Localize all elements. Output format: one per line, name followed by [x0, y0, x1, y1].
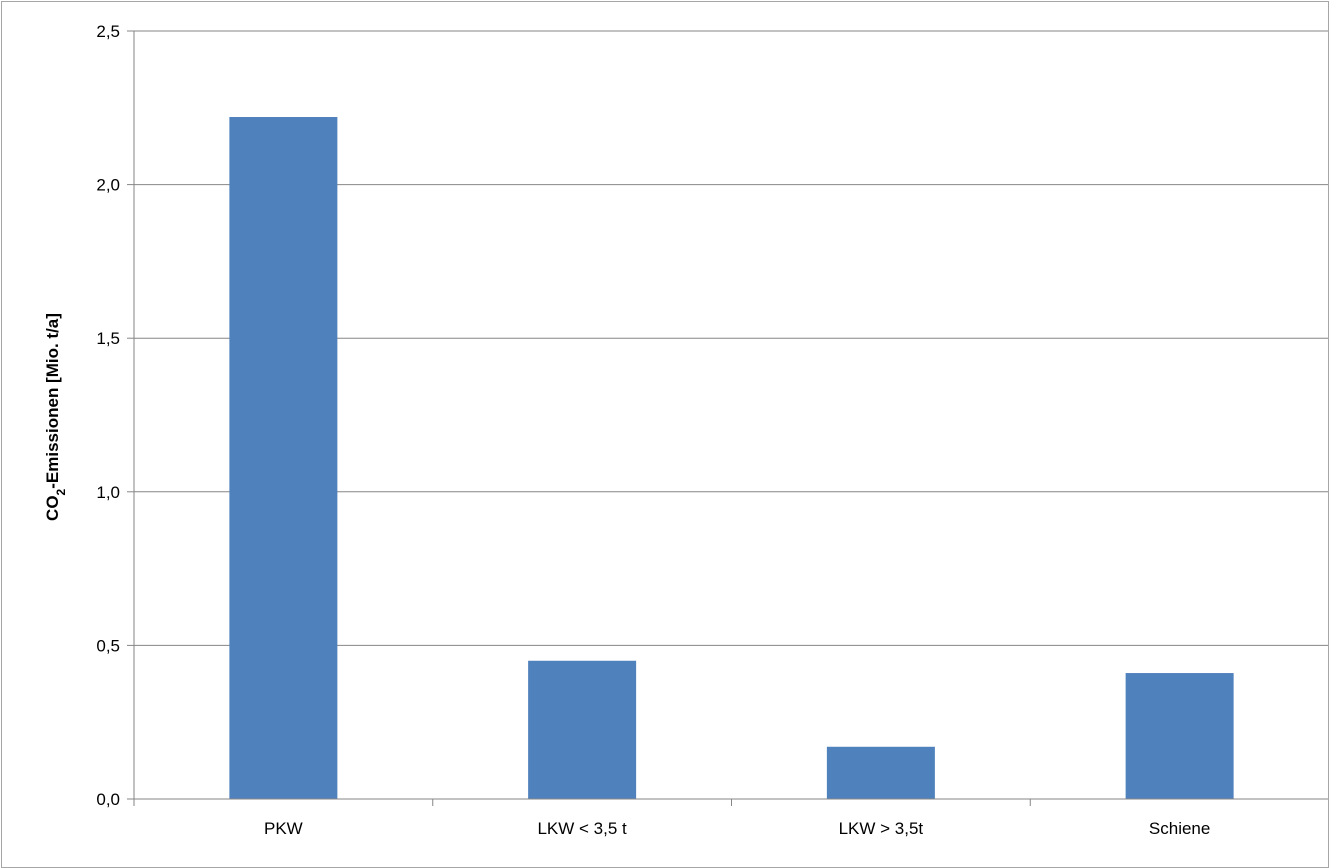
bars	[229, 117, 1234, 800]
axes	[127, 30, 1328, 806]
y-tick-label: 0,0	[96, 790, 120, 809]
tick-labels: 0,0 0,5 1,0 1,5 2,0 2,5 PKW LKW < 3,5 t LKW > 3,…	[96, 22, 1210, 838]
bar-2	[528, 660, 637, 799]
y-tick-label: 2,0	[96, 176, 120, 195]
y-tick-label: 1,0	[96, 483, 120, 502]
y-axis-title: CO2-Emissionen [Mio. t/a]	[43, 313, 68, 521]
x-tick-label: LKW < 3,5 t	[537, 819, 627, 838]
bar-4	[1125, 673, 1234, 799]
y-tick-label: 2,5	[96, 22, 120, 41]
bar-3	[826, 746, 935, 799]
bar-1	[229, 117, 338, 800]
x-tick-label: Schiene	[1149, 819, 1210, 838]
x-tick-label: PKW	[264, 819, 303, 838]
y-tick-label: 1,5	[96, 329, 120, 348]
x-tick-label: LKW > 3,5t	[839, 819, 924, 838]
y-tick-label: 0,5	[96, 636, 120, 655]
